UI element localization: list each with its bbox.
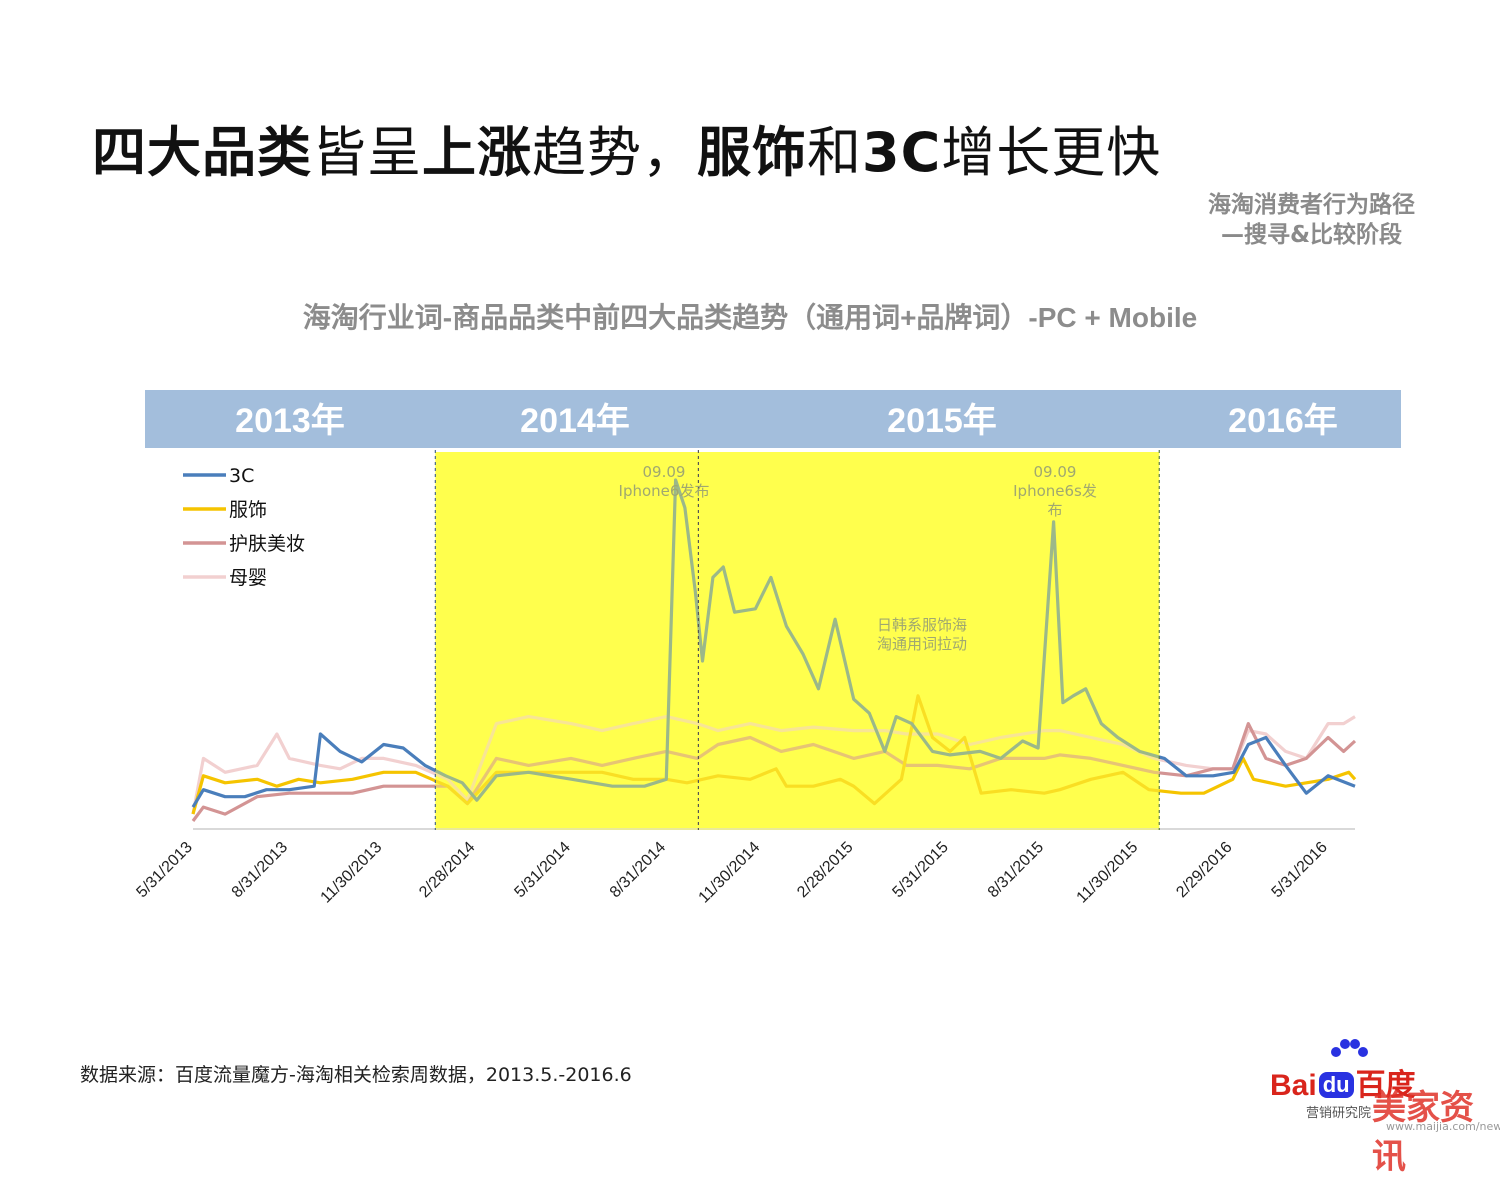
- legend-label: 护肤美妆: [229, 533, 305, 555]
- x-tick-label: 2/29/2016: [1173, 839, 1235, 901]
- highlight-overlay: [435, 452, 1160, 830]
- baidu-logo: Bai du 百度 营销研究院 美家资讯 www.maijia.com/news: [1250, 1020, 1500, 1177]
- legend-label: 母婴: [229, 567, 267, 589]
- x-tick-label: 5/31/2016: [1269, 839, 1331, 901]
- page-title: 四大品类皆呈上涨趋势，服饰和3C增长更快: [92, 108, 1161, 187]
- x-tick-label: 8/31/2014: [607, 839, 669, 901]
- year-label: 2015年: [887, 402, 997, 440]
- x-tick-label: 5/31/2014: [511, 839, 573, 901]
- series-line-服饰: [191, 694, 1357, 815]
- annotation-text: 布: [1047, 501, 1062, 519]
- logo-subtitle: 营销研究院: [1306, 1106, 1372, 1121]
- title-part: 增长更快: [941, 121, 1162, 184]
- annotation-text: 淘通用词拉动: [877, 635, 967, 653]
- annotation-text: Iphone6发布: [619, 482, 710, 500]
- x-tick-label: 5/31/2013: [133, 839, 195, 901]
- section-note: 海淘消费者行为路径 —搜寻&比较阶段: [1208, 190, 1415, 250]
- x-tick-label: 2/28/2014: [416, 839, 478, 901]
- year-band: [145, 390, 1401, 448]
- x-tick-label: 11/30/2013: [318, 839, 386, 907]
- trend-chart: 2013年 2014年 2015年 2016年 5/31/2013 8/31/2013 11…: [133, 390, 1401, 907]
- x-tick-label: 5/31/2015: [889, 839, 951, 901]
- annotation-text: 09.09: [643, 463, 686, 481]
- section-note-line: 海淘消费者行为路径: [1208, 192, 1415, 218]
- series-line-3C: [191, 478, 1356, 808]
- title-part: 和: [807, 121, 862, 184]
- legend-label: 服饰: [229, 499, 267, 521]
- annotation-text: Iphone6s发: [1013, 482, 1097, 500]
- title-part: 皆呈: [312, 121, 422, 184]
- annotation-text: 09.09: [1034, 463, 1077, 481]
- section-note-line: —搜寻&比较阶段: [1220, 222, 1403, 248]
- chart-title: 海淘行业词-商品品类中前四大品类趋势（通用词+品牌词）-PC + Mobile: [302, 302, 1198, 333]
- paw-icon: [1331, 1039, 1368, 1057]
- data-source-note: 数据来源：百度流量魔方-海淘相关检索周数据，2013.5.-2016.6: [80, 1064, 632, 1086]
- year-label: 2016年: [1228, 402, 1338, 440]
- annotation-text: 日韩系服饰海: [877, 616, 967, 634]
- title-part: 上涨: [422, 121, 532, 184]
- year-label: 2013年: [235, 402, 345, 440]
- title-part: 趋势，: [532, 121, 697, 184]
- title-part: 四大品类: [92, 121, 312, 184]
- title-part: 3C: [862, 121, 942, 184]
- legend-label: 3C: [229, 465, 254, 487]
- logo-wordmark: Bai du 百度: [1270, 1069, 1416, 1102]
- year-label: 2014年: [520, 402, 630, 440]
- title-part: 服饰: [697, 121, 807, 184]
- x-tick-label: 11/30/2014: [696, 839, 764, 907]
- series-group: [191, 478, 1357, 822]
- watermark-url: www.maijia.com/news: [1386, 1120, 1500, 1133]
- x-tick-label: 2/28/2015: [794, 839, 856, 901]
- series-line-护肤美妆: [191, 722, 1357, 822]
- x-tick-label: 11/30/2015: [1074, 839, 1142, 907]
- x-tick-label: 8/31/2015: [985, 839, 1047, 901]
- x-tick-label: 8/31/2013: [229, 839, 291, 901]
- highlight-region: [435, 452, 1160, 830]
